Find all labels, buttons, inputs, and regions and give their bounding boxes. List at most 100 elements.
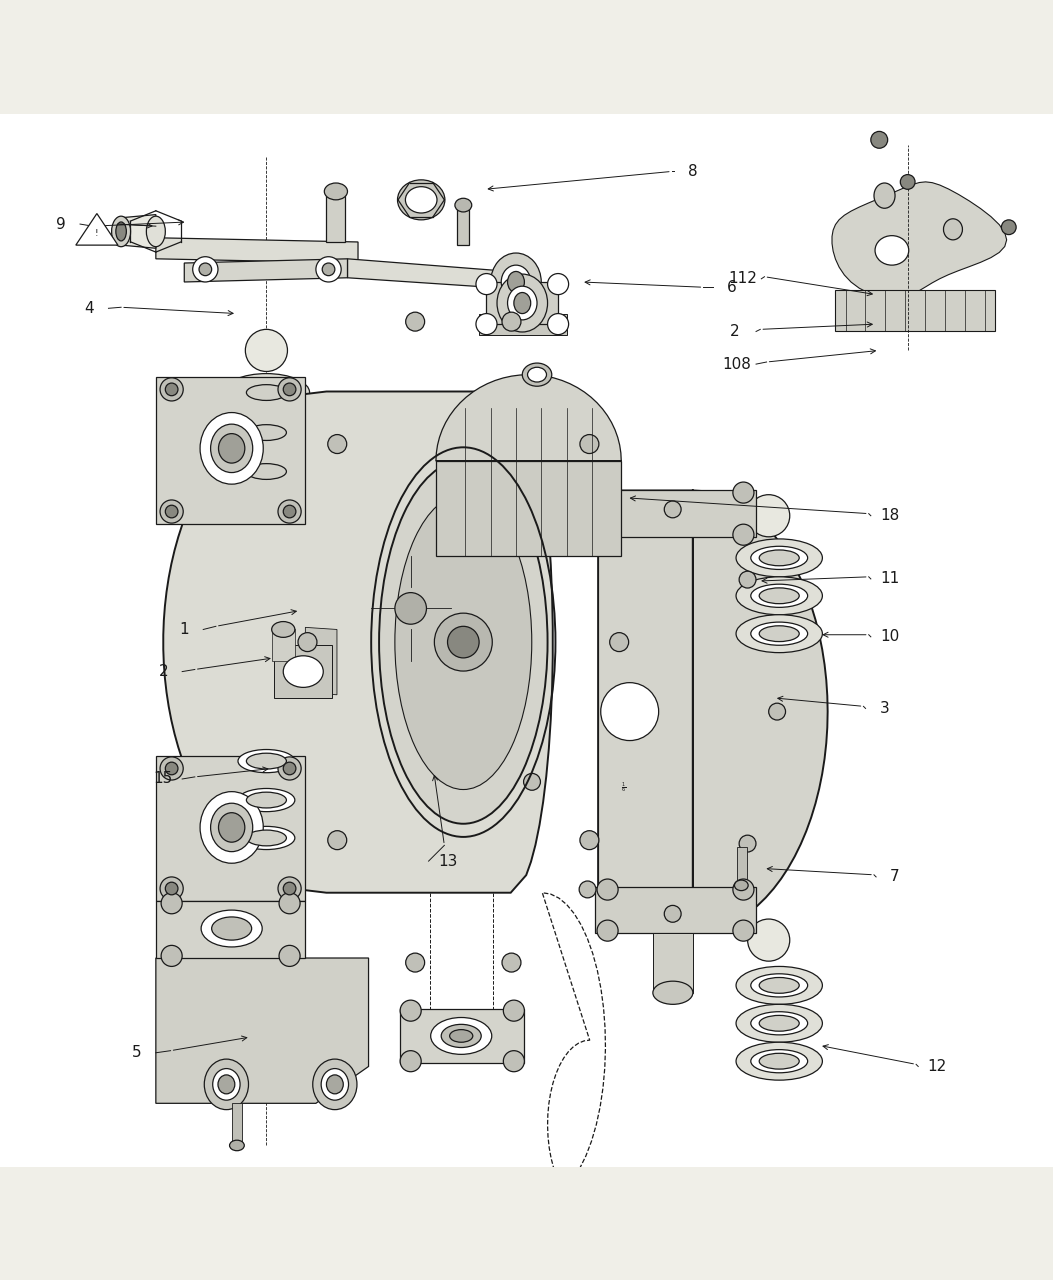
Polygon shape [272,630,295,660]
Circle shape [245,698,287,740]
Ellipse shape [324,183,347,200]
Circle shape [278,378,301,401]
Circle shape [900,174,915,189]
Circle shape [327,831,346,850]
Polygon shape [436,375,621,461]
Circle shape [283,882,296,895]
Ellipse shape [246,463,286,480]
Polygon shape [156,901,305,957]
Polygon shape [156,755,305,901]
Circle shape [278,500,301,524]
Polygon shape [595,887,756,933]
Circle shape [165,383,178,396]
Circle shape [579,881,596,897]
Ellipse shape [379,461,548,824]
Ellipse shape [201,910,262,947]
Ellipse shape [736,966,822,1005]
Circle shape [733,525,754,545]
Circle shape [283,762,296,774]
Text: 10: 10 [880,630,899,644]
Text: 12: 12 [928,1059,947,1074]
Circle shape [597,483,618,503]
Circle shape [160,877,183,900]
Ellipse shape [491,253,541,311]
Circle shape [476,314,497,334]
Ellipse shape [230,1140,244,1151]
Circle shape [597,525,618,545]
Ellipse shape [431,1018,492,1055]
Circle shape [160,756,183,780]
Text: 13: 13 [438,854,457,869]
Circle shape [245,329,287,371]
Ellipse shape [759,978,799,993]
Ellipse shape [450,1029,473,1042]
Text: 11: 11 [880,571,899,586]
Polygon shape [653,933,693,993]
Polygon shape [163,392,553,892]
Ellipse shape [759,588,799,604]
Circle shape [283,383,296,396]
Polygon shape [436,508,459,572]
Polygon shape [479,314,567,334]
Circle shape [279,892,300,914]
Text: 15: 15 [154,772,173,786]
Ellipse shape [321,1069,349,1101]
Text: !: ! [95,229,99,238]
Polygon shape [274,645,332,698]
Ellipse shape [508,271,524,293]
Circle shape [161,946,182,966]
Polygon shape [76,214,118,246]
Ellipse shape [223,742,310,780]
Circle shape [160,500,183,524]
Text: 3: 3 [879,701,890,716]
Polygon shape [595,490,756,536]
Ellipse shape [112,216,131,247]
Circle shape [405,954,424,972]
Ellipse shape [223,819,310,856]
Circle shape [165,506,178,518]
Polygon shape [156,957,369,1103]
Ellipse shape [246,385,286,401]
Circle shape [733,879,754,900]
Ellipse shape [875,236,909,265]
Ellipse shape [395,494,532,790]
Circle shape [739,835,756,852]
Circle shape [748,494,790,536]
Ellipse shape [528,367,547,381]
Circle shape [579,525,596,543]
Ellipse shape [405,187,437,212]
Circle shape [395,593,426,625]
Ellipse shape [326,1075,343,1094]
Ellipse shape [514,293,531,314]
Ellipse shape [200,791,263,863]
Circle shape [165,882,178,895]
Ellipse shape [238,381,295,404]
Polygon shape [400,1009,524,1064]
Ellipse shape [736,539,822,577]
Text: 108: 108 [722,357,752,371]
Ellipse shape [397,179,444,220]
Circle shape [502,954,521,972]
Ellipse shape [238,460,295,483]
Circle shape [580,831,599,850]
Ellipse shape [218,813,244,842]
Ellipse shape [283,655,323,687]
Polygon shape [347,259,537,291]
Ellipse shape [600,682,658,741]
Ellipse shape [874,183,895,209]
Text: 18: 18 [880,508,899,524]
Circle shape [503,1051,524,1071]
Circle shape [871,132,888,148]
Circle shape [1001,220,1016,234]
Ellipse shape [736,1042,822,1080]
Ellipse shape [218,434,244,463]
Ellipse shape [736,1005,822,1042]
Circle shape [298,632,317,652]
Circle shape [193,257,218,282]
Polygon shape [832,182,1007,298]
Ellipse shape [213,1069,240,1101]
Ellipse shape [212,916,252,940]
Bar [737,847,747,886]
Circle shape [597,920,618,941]
Ellipse shape [238,788,295,812]
